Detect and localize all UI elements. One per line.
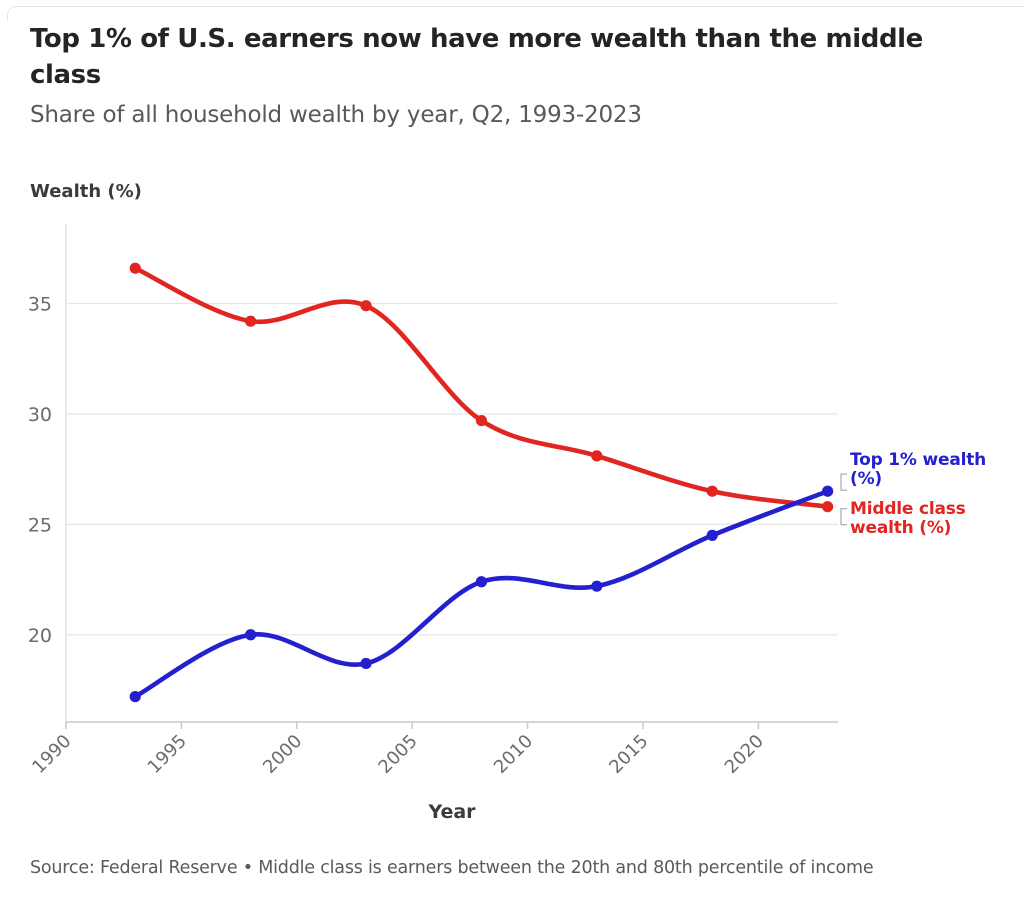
x-tick-label: 2015 (605, 731, 652, 778)
source-note: Source: Federal Reserve • Middle class i… (30, 858, 874, 878)
y-axis-title: Wealth (%) (30, 181, 142, 202)
data-point (360, 300, 372, 312)
y-tick-label: 25 (28, 514, 52, 536)
series-line-1 (132, 488, 830, 699)
data-point (475, 414, 488, 427)
x-tick-label: 2010 (490, 731, 537, 778)
data-point (591, 580, 603, 592)
x-tick-label: 1995 (144, 731, 191, 778)
data-point (245, 629, 257, 641)
legend-bracket (840, 507, 847, 526)
x-tick-label: 2000 (259, 731, 306, 778)
legend-bracket (840, 473, 847, 491)
data-point (129, 691, 141, 703)
chart-subtitle: Share of all household wealth by year, Q… (30, 102, 642, 128)
data-point (475, 576, 488, 588)
data-point (822, 485, 834, 497)
data-point (591, 450, 603, 462)
data-point (706, 485, 718, 497)
y-tick-label: 20 (28, 625, 52, 647)
x-tick-label: 1990 (28, 731, 75, 778)
data-point (360, 657, 372, 670)
data-point (245, 315, 257, 327)
data-point (706, 529, 718, 541)
y-tick-label: 30 (28, 404, 52, 426)
legend-label-top1: Top 1% wealth (%) (850, 450, 987, 489)
x-tick-label: 2005 (374, 731, 421, 778)
data-point (822, 501, 834, 513)
chart-title: Top 1% of U.S. earners now have more wea… (30, 24, 923, 90)
y-tick-label: 35 (28, 294, 52, 316)
x-tick-label: 2020 (721, 731, 768, 778)
legend-label-middle-class: Middle class wealth (%) (850, 499, 966, 538)
data-point (129, 262, 141, 274)
x-axis-title: Year (428, 801, 476, 823)
